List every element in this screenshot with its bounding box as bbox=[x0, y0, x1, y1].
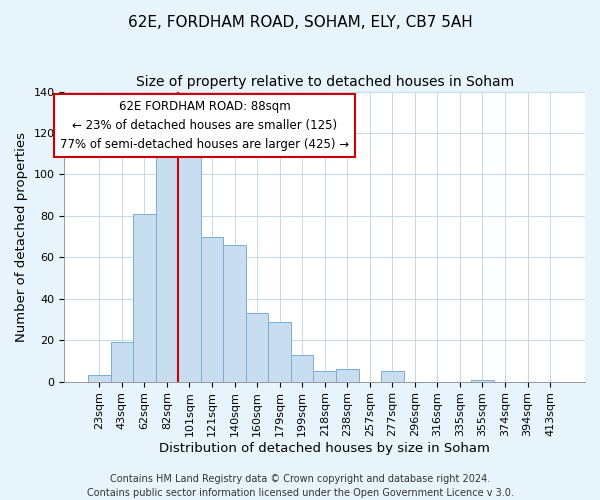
Bar bbox=[313, 371, 336, 382]
Bar bbox=[246, 313, 268, 382]
Text: Contains HM Land Registry data © Crown copyright and database right 2024.
Contai: Contains HM Land Registry data © Crown c… bbox=[86, 474, 514, 498]
Bar bbox=[201, 236, 223, 382]
Bar bbox=[133, 214, 155, 382]
Y-axis label: Number of detached properties: Number of detached properties bbox=[15, 132, 28, 342]
X-axis label: Distribution of detached houses by size in Soham: Distribution of detached houses by size … bbox=[159, 442, 490, 455]
Bar bbox=[155, 154, 178, 382]
Bar bbox=[381, 371, 404, 382]
Text: 62E, FORDHAM ROAD, SOHAM, ELY, CB7 5AH: 62E, FORDHAM ROAD, SOHAM, ELY, CB7 5AH bbox=[128, 15, 472, 30]
Bar bbox=[178, 148, 201, 382]
Bar bbox=[291, 354, 313, 382]
Bar bbox=[88, 376, 110, 382]
Bar bbox=[471, 380, 494, 382]
Title: Size of property relative to detached houses in Soham: Size of property relative to detached ho… bbox=[136, 75, 514, 89]
Bar bbox=[336, 369, 359, 382]
Text: 62E FORDHAM ROAD: 88sqm
← 23% of detached houses are smaller (125)
77% of semi-d: 62E FORDHAM ROAD: 88sqm ← 23% of detache… bbox=[61, 100, 350, 152]
Bar bbox=[110, 342, 133, 382]
Bar bbox=[268, 322, 291, 382]
Bar bbox=[223, 245, 246, 382]
